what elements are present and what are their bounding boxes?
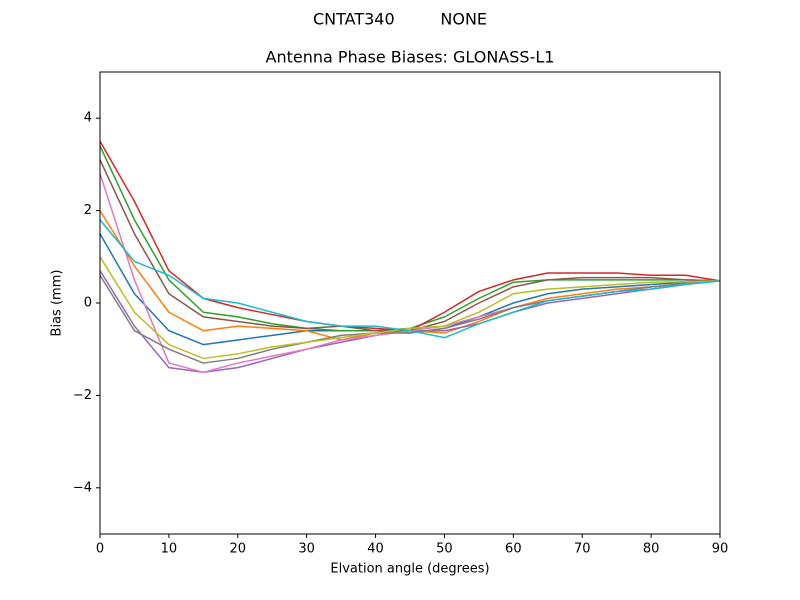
plot-lines [99,140,721,374]
x-tick-label: 50 [436,542,453,557]
x-tick-label: 10 [161,542,178,557]
x-tick-label: 90 [712,542,729,557]
y-tick-label: 0 [84,296,92,311]
series-line [99,210,721,341]
series-line [99,256,721,360]
y-tick-label: 4 [84,111,92,126]
suptitle: CNTAT340 NONE [313,10,487,29]
x-axis-label: Elvation angle (degrees) [330,562,489,577]
y-tick-label: −4 [73,480,92,495]
x-tick-label: 70 [574,542,591,557]
series-line [99,159,721,332]
x-tick-label: 40 [367,542,384,557]
y-axis-label: Bias (mm) [50,270,65,337]
x-tick-label: 80 [643,542,660,557]
y-tick-label: −2 [73,388,92,403]
chart-title: Antenna Phase Biases: GLONASS-L1 [266,48,555,67]
x-tick-label: 60 [505,542,522,557]
series-line [99,145,721,332]
series-line [99,219,721,339]
y-tick-label: 2 [84,203,92,218]
x-tick-label: 20 [230,542,247,557]
x-tick-label: 0 [96,542,104,557]
x-tick-label: 30 [298,542,315,557]
